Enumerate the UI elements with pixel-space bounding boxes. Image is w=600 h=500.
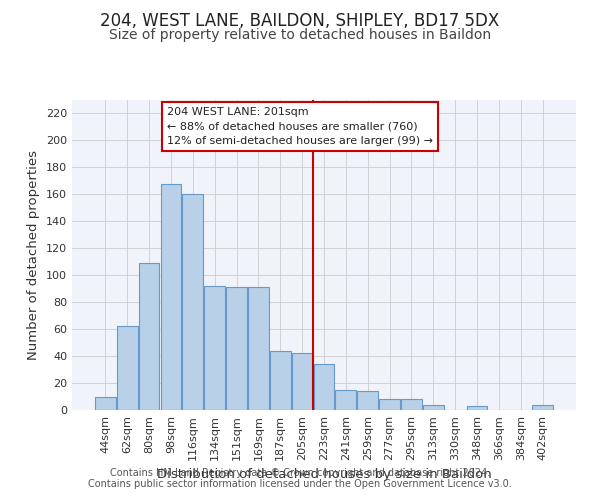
Text: Size of property relative to detached houses in Baildon: Size of property relative to detached ho… xyxy=(109,28,491,42)
Text: 204 WEST LANE: 201sqm
← 88% of detached houses are smaller (760)
12% of semi-det: 204 WEST LANE: 201sqm ← 88% of detached … xyxy=(167,106,433,146)
Bar xyxy=(95,396,116,410)
Bar xyxy=(423,404,444,410)
X-axis label: Distribution of detached houses by size in Baildon: Distribution of detached houses by size … xyxy=(157,468,491,481)
Bar xyxy=(248,288,269,410)
Bar xyxy=(401,399,422,410)
Bar xyxy=(532,404,553,410)
Bar xyxy=(467,406,487,410)
Bar xyxy=(204,286,225,410)
Bar xyxy=(139,263,160,410)
Bar xyxy=(292,354,313,410)
Bar xyxy=(270,350,290,410)
Bar xyxy=(161,184,181,410)
Bar xyxy=(226,288,247,410)
Bar xyxy=(182,194,203,410)
Text: Contains public sector information licensed under the Open Government Licence v3: Contains public sector information licen… xyxy=(88,479,512,489)
Bar xyxy=(117,326,137,410)
Bar xyxy=(379,399,400,410)
Bar xyxy=(335,390,356,410)
Bar xyxy=(358,391,378,410)
Text: Contains HM Land Registry data © Crown copyright and database right 2024.: Contains HM Land Registry data © Crown c… xyxy=(110,468,490,477)
Y-axis label: Number of detached properties: Number of detached properties xyxy=(28,150,40,360)
Text: 204, WEST LANE, BAILDON, SHIPLEY, BD17 5DX: 204, WEST LANE, BAILDON, SHIPLEY, BD17 5… xyxy=(100,12,500,30)
Bar xyxy=(314,364,334,410)
